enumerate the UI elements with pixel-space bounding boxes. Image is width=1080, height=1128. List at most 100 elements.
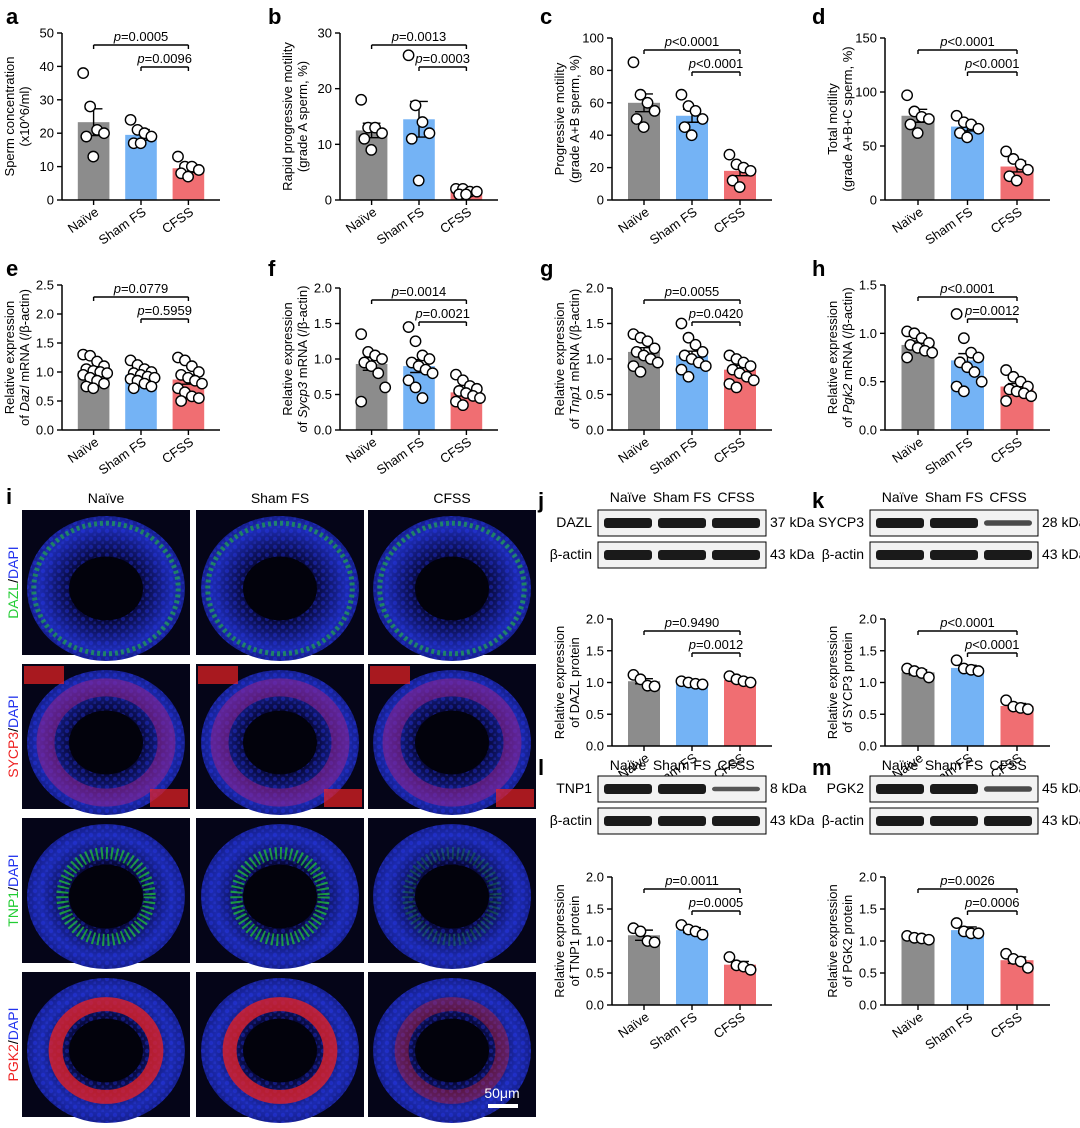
tubule-lumen — [243, 710, 317, 775]
data-point-f-1 — [402, 321, 415, 333]
y-tick-label-l: 1.0 — [586, 934, 604, 949]
blot-kda-label: 37 kDa — [770, 514, 815, 530]
stain-marker-name: DAZL — [5, 583, 21, 619]
data-point-f-1 — [423, 353, 436, 365]
data-point-f-1 — [416, 392, 429, 404]
data-point-f-0 — [376, 353, 388, 365]
stain-separator: / — [5, 728, 21, 732]
blot-band — [984, 816, 1032, 826]
data-point-f-0 — [379, 381, 392, 394]
data-point-b-1 — [405, 132, 418, 145]
microscopy-image-pgk2-2 — [368, 972, 536, 1123]
western-blot-k: Naïve Sham FS CFSS SYCP3 28 kDa β-actin 43 kDa — [818, 489, 1080, 569]
y-axis-label-b: Rapid progressive motility(grade A sperm… — [280, 42, 310, 191]
p-value-label-g: p=0.0055 — [664, 284, 720, 299]
blot-band — [930, 518, 978, 528]
blot-column-header: CFSS — [989, 757, 1026, 773]
interstitial-signal — [324, 789, 362, 807]
y-axis-label-line1: Relative expression — [552, 884, 567, 997]
y-tick-label-j: 2.0 — [586, 612, 604, 627]
p-symbol: p — [964, 56, 972, 71]
blot-band — [984, 786, 1032, 792]
y-tick-label-b: 20 — [318, 81, 332, 96]
data-point-b-0 — [376, 127, 388, 140]
p-value-label-f: p=0.0021 — [414, 306, 470, 321]
bar-m-1 — [951, 930, 984, 1005]
microscopy-image-sycp3-2 — [368, 664, 536, 815]
p-symbol: p — [113, 281, 121, 296]
blot-column-header: Sham FS — [925, 757, 983, 773]
tubule-lumen — [69, 1018, 143, 1083]
data-point-g-1 — [699, 360, 712, 372]
x-tick-label-g: CFSS — [711, 434, 748, 466]
data-point-d-1 — [950, 109, 963, 122]
data-point-k-1 — [950, 654, 963, 667]
data-point-j-2 — [744, 676, 757, 689]
y-tick-label-c: 100 — [582, 31, 604, 46]
p-value-bracket-c-0: p<0.0001 — [643, 34, 741, 54]
y-tick-label-f: 0.0 — [314, 423, 332, 438]
p-value-text: =0.5959 — [145, 303, 192, 318]
blot-band — [876, 550, 924, 560]
data-point-b-0 — [355, 93, 368, 106]
panel-letter-l: l — [538, 755, 544, 780]
western-blot-j: Naïve Sham FS CFSS DAZL 37 kDa β-actin 43 kDa — [550, 489, 815, 569]
tubule-lumen — [69, 864, 143, 929]
blot-column-header: Sham FS — [925, 489, 983, 505]
p-symbol: p — [414, 306, 422, 321]
p-value-label-a: p=0.0005 — [113, 29, 169, 44]
tubule-lumen — [243, 556, 317, 621]
data-point-k-2 — [1021, 703, 1034, 716]
y-axis-label-g: Relative expressionof Tnp1 mRNA (/β-acti… — [552, 289, 582, 429]
p-value-text: =0.0055 — [672, 284, 719, 299]
data-point-e-2 — [175, 395, 188, 407]
panel-letter-g: g — [540, 256, 553, 281]
y-axis-label-line2: of — [17, 411, 32, 425]
y-tick-label-l: 0.5 — [586, 966, 604, 981]
p-symbol: p — [391, 29, 399, 44]
interstitial-signal — [496, 789, 534, 807]
data-point-k-1 — [972, 665, 985, 677]
data-point-d-0 — [922, 113, 935, 125]
p-value-bracket-m-0: p=0.0026 — [917, 873, 1018, 893]
x-tick-label-f: CFSS — [437, 434, 474, 466]
data-point-b-2 — [460, 188, 472, 201]
p-value-label-e: p=0.0779 — [113, 281, 169, 296]
p-value-label-c: p<0.0001 — [664, 34, 720, 49]
p-symbol: p — [664, 873, 672, 888]
stain-marker-name: TNP1 — [5, 891, 21, 927]
x-tick-label-h: Sham FS — [922, 434, 975, 478]
data-point-f-0 — [355, 328, 368, 341]
bar-j-2 — [724, 679, 756, 746]
y-tick-label-a: 40 — [40, 59, 54, 74]
data-point-h-0 — [901, 351, 914, 364]
data-point-h-2 — [1025, 390, 1038, 403]
data-point-b-0 — [365, 143, 378, 156]
data-point-h-1 — [975, 375, 988, 388]
y-tick-label-l: 2.0 — [586, 870, 604, 885]
p-value-label-d: p<0.0001 — [964, 56, 1020, 71]
blot-band — [930, 784, 978, 794]
y-tick-label-d: 0 — [870, 193, 877, 208]
y-tick-label-a: 20 — [40, 126, 54, 141]
p-value-text: <0.0001 — [672, 34, 719, 49]
blot-band — [658, 550, 706, 560]
data-point-a-0 — [98, 127, 110, 140]
y-axis-label-gene: Sycp3 — [295, 381, 310, 418]
x-tick-label-l: Sham FS — [647, 1009, 700, 1053]
p-value-text: =0.0012 — [696, 637, 743, 652]
blot-protein-label: β-actin — [822, 812, 864, 828]
p-value-bracket-a-0: p=0.0005 — [92, 29, 190, 49]
y-axis-label-l: Relative expressionof TNP1 protein — [552, 884, 582, 997]
x-tick-label-m: Naïve — [889, 1009, 925, 1041]
y-axis-label-line1: Relative expression — [825, 626, 840, 739]
blot-kda-label: 43 kDa — [1042, 546, 1080, 562]
microscopy-image-tnp1-1 — [196, 818, 364, 969]
p-value-bracket-j-1: p=0.0012 — [688, 637, 743, 657]
data-point-g-2 — [744, 360, 757, 372]
